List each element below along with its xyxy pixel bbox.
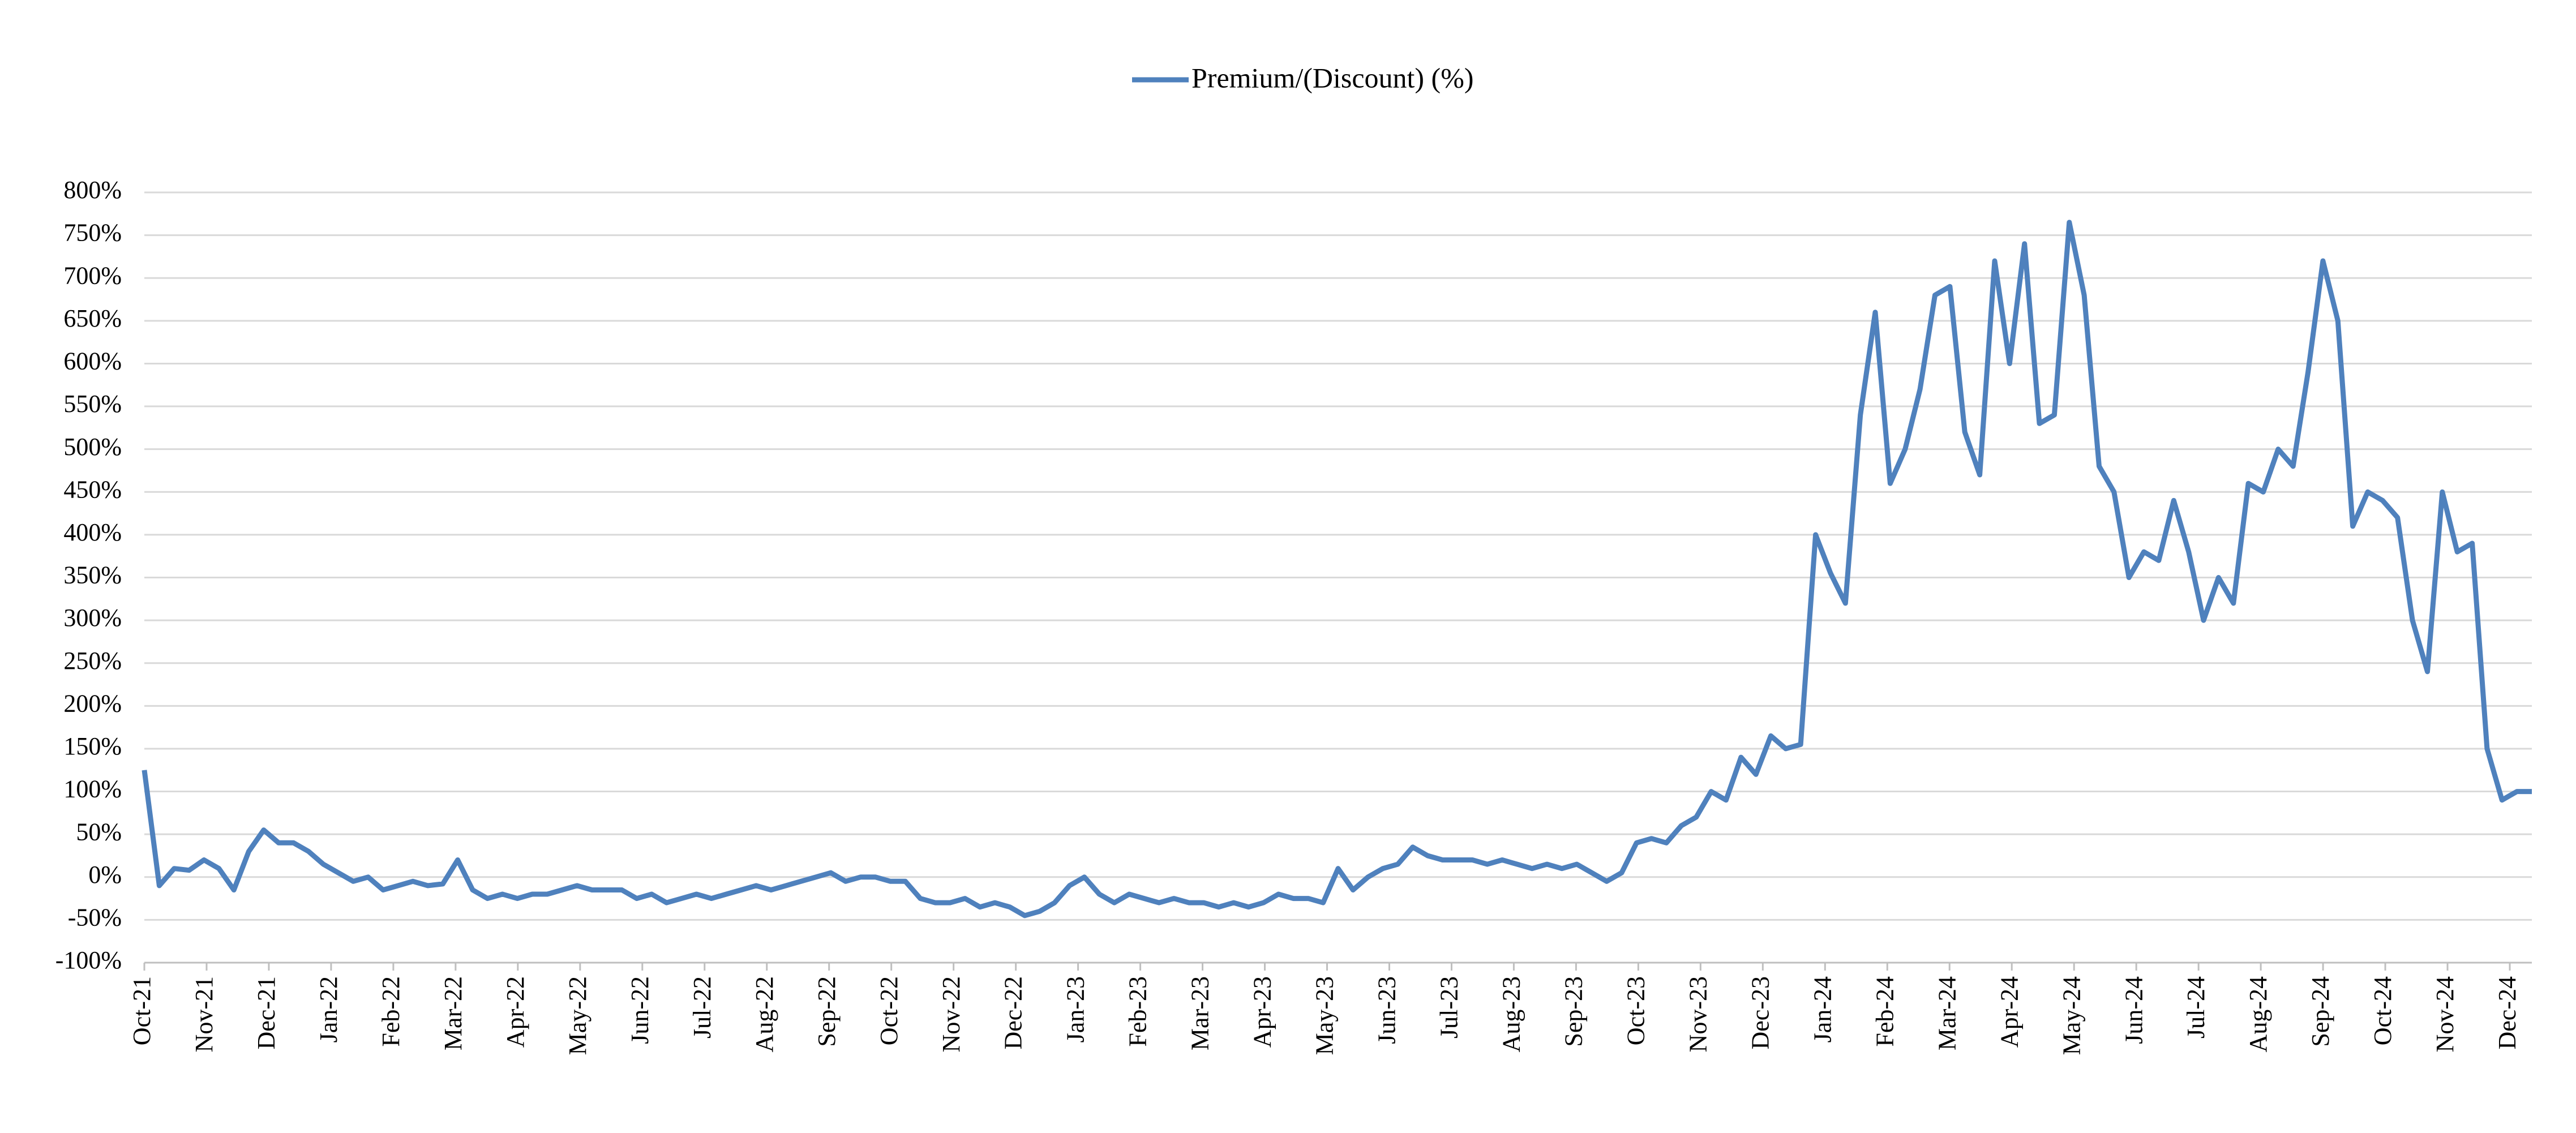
x-tick-label: Jan-24 <box>1808 976 1836 1042</box>
x-tick-label: Mar-23 <box>1186 976 1214 1050</box>
x-tick-label: Oct-22 <box>875 976 903 1045</box>
x-tick-label: Nov-22 <box>937 976 965 1052</box>
y-tick-label: 150% <box>63 732 122 760</box>
x-tick-label: Nov-24 <box>2431 976 2459 1052</box>
x-tick-label: Dec-24 <box>2493 976 2521 1050</box>
y-tick-label: 400% <box>63 518 122 546</box>
y-tick-label: 0% <box>88 861 122 889</box>
x-tick-label: Jan-23 <box>1062 976 1090 1042</box>
y-tick-label: 550% <box>63 390 122 418</box>
y-tick-label: 250% <box>63 647 122 675</box>
x-tick-label: Jun-23 <box>1373 976 1401 1044</box>
y-tick-label: 50% <box>76 818 122 846</box>
y-tick-label: 650% <box>63 304 122 332</box>
x-tick-label: May-23 <box>1311 976 1339 1055</box>
legend-label: Premium/(Discount) (%) <box>1191 62 1474 93</box>
x-tick-label: Feb-24 <box>1871 976 1898 1047</box>
x-tick-label: Apr-24 <box>1995 976 2023 1048</box>
x-tick-label: May-22 <box>564 976 592 1055</box>
x-tick-label: Aug-23 <box>1498 976 1525 1052</box>
y-tick-label: 750% <box>63 219 122 247</box>
x-tick-label: Dec-23 <box>1746 976 1774 1050</box>
x-tick-label: Jul-22 <box>688 976 716 1038</box>
y-tick-label: 700% <box>63 261 122 289</box>
x-tick-label: Dec-21 <box>252 976 280 1050</box>
x-tick-label: May-24 <box>2058 976 2085 1055</box>
y-tick-label: 500% <box>63 433 122 461</box>
y-tick-label: -100% <box>55 946 122 974</box>
x-tick-label: Aug-22 <box>751 976 778 1052</box>
y-tick-label: 800% <box>63 176 122 204</box>
y-tick-label: 300% <box>63 604 122 632</box>
x-tick-label: Oct-24 <box>2369 976 2397 1045</box>
y-tick-label: 200% <box>63 689 122 717</box>
x-tick-label: Nov-21 <box>190 976 218 1052</box>
y-tick-label: 100% <box>63 775 122 803</box>
y-tick-label: -50% <box>68 903 122 931</box>
y-tick-label: 350% <box>63 561 122 589</box>
x-tick-label: Apr-22 <box>502 976 529 1048</box>
y-tick-label: 600% <box>63 347 122 375</box>
y-tick-label: 450% <box>63 475 122 503</box>
x-tick-label: Feb-23 <box>1124 976 1152 1047</box>
x-tick-label: Aug-24 <box>2244 976 2272 1052</box>
x-tick-label: Jun-22 <box>626 976 654 1044</box>
x-tick-label: Jan-22 <box>315 976 342 1042</box>
x-tick-label: Feb-22 <box>377 976 405 1047</box>
x-tick-label: Oct-21 <box>128 976 156 1045</box>
series-line <box>142 220 2532 919</box>
x-tick-label: Nov-23 <box>1684 976 1712 1052</box>
x-tick-label: Dec-22 <box>1000 976 1027 1050</box>
x-tick-label: Sep-24 <box>2307 976 2334 1047</box>
x-tick-label: Sep-23 <box>1559 976 1587 1047</box>
x-tick-label: Oct-23 <box>1622 976 1649 1045</box>
x-tick-label: Mar-24 <box>1933 976 1961 1050</box>
x-tick-label: Jun-24 <box>2120 976 2148 1044</box>
x-tick-label: Sep-22 <box>813 976 841 1047</box>
x-tick-label: Mar-22 <box>439 976 467 1050</box>
x-tick-label: Jul-24 <box>2182 976 2210 1038</box>
x-tick-label: Jul-23 <box>1435 976 1463 1038</box>
x-tick-label: Apr-23 <box>1249 976 1276 1048</box>
